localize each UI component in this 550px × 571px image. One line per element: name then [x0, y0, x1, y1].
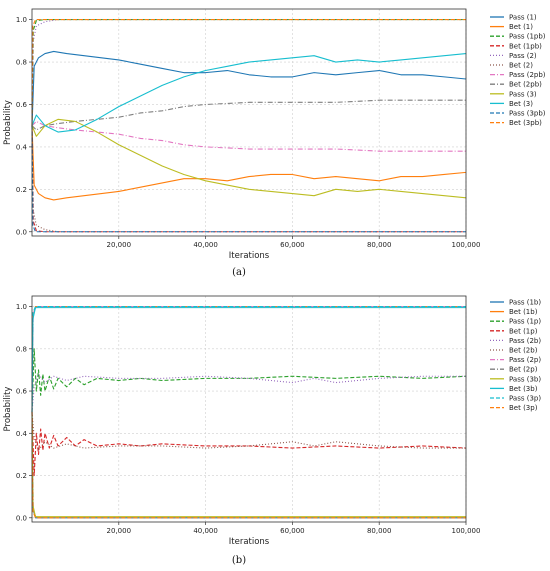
legend-label: Bet (3p) [509, 404, 538, 412]
series-line-pass-1b [31, 412, 466, 519]
y-tick-label: 0.0 [16, 514, 27, 522]
y-tick-label: 0.2 [16, 186, 27, 194]
legend-label: Bet (2p) [509, 366, 538, 374]
legend-label: Pass (2pb) [509, 71, 546, 79]
series-line-pass-1p [31, 348, 467, 413]
series-line-pass-1pb [31, 19, 466, 126]
legend-label: Pass (3pb) [509, 110, 546, 118]
series-line-pass-2p [31, 306, 466, 413]
legend-label: Bet (3b) [509, 385, 538, 393]
series-line-bet-1b [31, 306, 466, 413]
series-line-bet-2pb [31, 99, 466, 131]
series-line-pass-3 [31, 118, 467, 199]
series-line-bet-1p [31, 412, 467, 477]
series-line-bet-1 [31, 125, 467, 201]
y-tick-label: 0.6 [16, 101, 28, 109]
legend-label: Bet (3) [509, 100, 533, 108]
x-axis-label: Iterations [229, 251, 270, 261]
legend-label: Pass (3) [509, 90, 537, 98]
x-tick-label: 60,000 [280, 241, 305, 249]
series-line-pass-1 [31, 50, 467, 126]
legend-label: Pass (1p) [509, 318, 541, 326]
x-tick-label: 80,000 [367, 241, 392, 249]
legend: Pass (1b)Bet (1b) Pass (1p)Bet (1p) Pass (… [490, 299, 541, 412]
series-line-bet-3b [31, 307, 466, 413]
x-tick-label: 60,000 [280, 527, 305, 535]
series-line-pass-3p [31, 306, 466, 413]
chart-a: 20,000 40,000 60,000 80,000 100,000 0.0 0.2 0.4… [3, 8, 546, 278]
y-axis-label: Probability [3, 100, 13, 145]
series-line-bet-3p [31, 412, 466, 519]
series-line-bet-3 [31, 53, 467, 133]
y-tick-label: 0.4 [16, 430, 28, 438]
legend-label: Pass (3p) [509, 395, 541, 403]
chart-b: 20,000 40,000 60,000 80,000 100,000 0.0 0.2 0.4… [3, 295, 541, 566]
legend-label: Bet (1p) [509, 327, 538, 335]
y-tick-label: 0.6 [16, 388, 28, 396]
legend: Pass (1)Bet (1) Pass (1pb)Bet (1pb) Pass (… [490, 14, 546, 127]
x-tick-label: 20,000 [107, 527, 132, 535]
legend-label: Bet (2pb) [509, 81, 542, 89]
series-line-pass-3b [31, 412, 466, 518]
legend-label: Bet (2b) [509, 347, 538, 355]
legend-label: Bet (1b) [509, 308, 538, 316]
y-tick-label: 0.8 [16, 345, 27, 353]
series-line-bet-2p [31, 412, 466, 519]
legend-label: Pass (2p) [509, 356, 541, 364]
y-tick-label: 0.8 [16, 59, 27, 67]
legend-label: Bet (1pb) [509, 42, 542, 50]
x-tick-label: 100,000 [452, 241, 481, 249]
series-line-pass-2 [31, 19, 466, 126]
series-line-pass-2b [31, 373, 466, 413]
legend-label: Bet (1) [509, 23, 533, 31]
y-tick-label: 1.0 [16, 303, 27, 311]
y-tick-label: 0.4 [16, 143, 28, 151]
legend-label: Bet (2) [509, 62, 533, 70]
y-tick-label: 0.0 [16, 228, 27, 236]
series-line-bet-2b [31, 412, 466, 451]
x-tick-label: 40,000 [193, 527, 218, 535]
y-tick-label: 0.2 [16, 472, 27, 480]
legend-label: Pass (1) [509, 14, 537, 22]
plot-frame [31, 295, 467, 523]
series-line-bet-2 [31, 125, 466, 233]
legend-label: Pass (3b) [509, 375, 541, 383]
series-line-bet-1pb [31, 125, 466, 233]
figure-caption: (b) [232, 555, 246, 566]
series-line-pass-2pb [31, 120, 466, 152]
x-tick-label: 20,000 [107, 241, 132, 249]
legend-label: Pass (2b) [509, 337, 541, 345]
x-tick-label: 80,000 [367, 527, 392, 535]
x-tick-label: 100,000 [452, 527, 481, 535]
legend-label: Pass (1b) [509, 299, 541, 307]
series-line-bet-3pb [31, 19, 466, 126]
plot-frame [31, 8, 467, 237]
figure-caption: (a) [232, 267, 246, 278]
y-tick-label: 1.0 [16, 16, 27, 24]
x-axis-label: Iterations [229, 537, 270, 547]
legend-label: Pass (1pb) [509, 33, 546, 41]
y-axis-label: Probability [3, 387, 13, 432]
series-line-pass-3pb [31, 125, 466, 233]
legend-label: Pass (2) [509, 52, 537, 60]
legend-label: Bet (3pb) [509, 119, 542, 127]
x-tick-label: 40,000 [193, 241, 218, 249]
